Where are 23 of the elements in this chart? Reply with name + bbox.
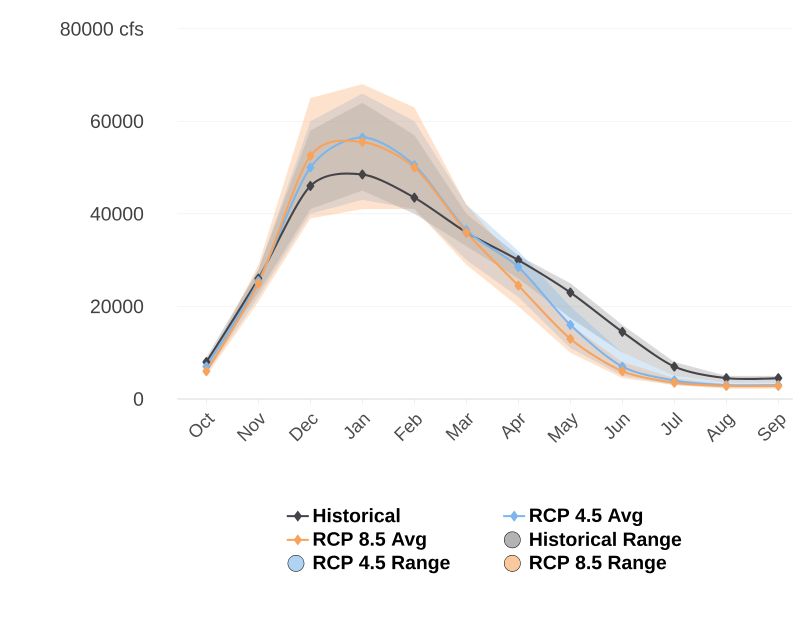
x-tick-label: Mar <box>445 413 473 441</box>
x-tick-label: Aug <box>707 414 736 443</box>
x-tick-label: Dec <box>288 414 318 442</box>
x-tick-label: May <box>547 413 578 443</box>
y-tick-label: 0 <box>134 392 144 406</box>
y-tick-label: 40000 <box>90 206 144 221</box>
y-tick-label: 20000 <box>90 300 144 314</box>
x-tick-label: Jun <box>604 414 630 439</box>
legend-label: RCP 4.5 Avg <box>530 508 642 526</box>
legend-label: Historical Range <box>530 532 682 550</box>
x-tick-label: Sep <box>758 414 786 441</box>
legend-label: RCP 8.5 Range <box>530 556 666 574</box>
x-tick-label: Jan <box>344 414 370 439</box>
legend-label: RCP 8.5 Avg <box>314 532 426 550</box>
legend-label: Historical <box>314 508 400 522</box>
legend-label: RCP 4.5 Range <box>314 556 450 574</box>
x-tick-label: Feb <box>394 415 422 442</box>
x-tick-label: Oct <box>189 413 216 437</box>
x-tick-label: Apr <box>502 413 525 440</box>
x-tick-label: Nov <box>236 413 265 442</box>
y-tick-label: 80000 cfs <box>60 22 144 36</box>
x-tick-label: Jul <box>661 412 683 436</box>
y-tick-label: 60000 <box>90 114 144 128</box>
